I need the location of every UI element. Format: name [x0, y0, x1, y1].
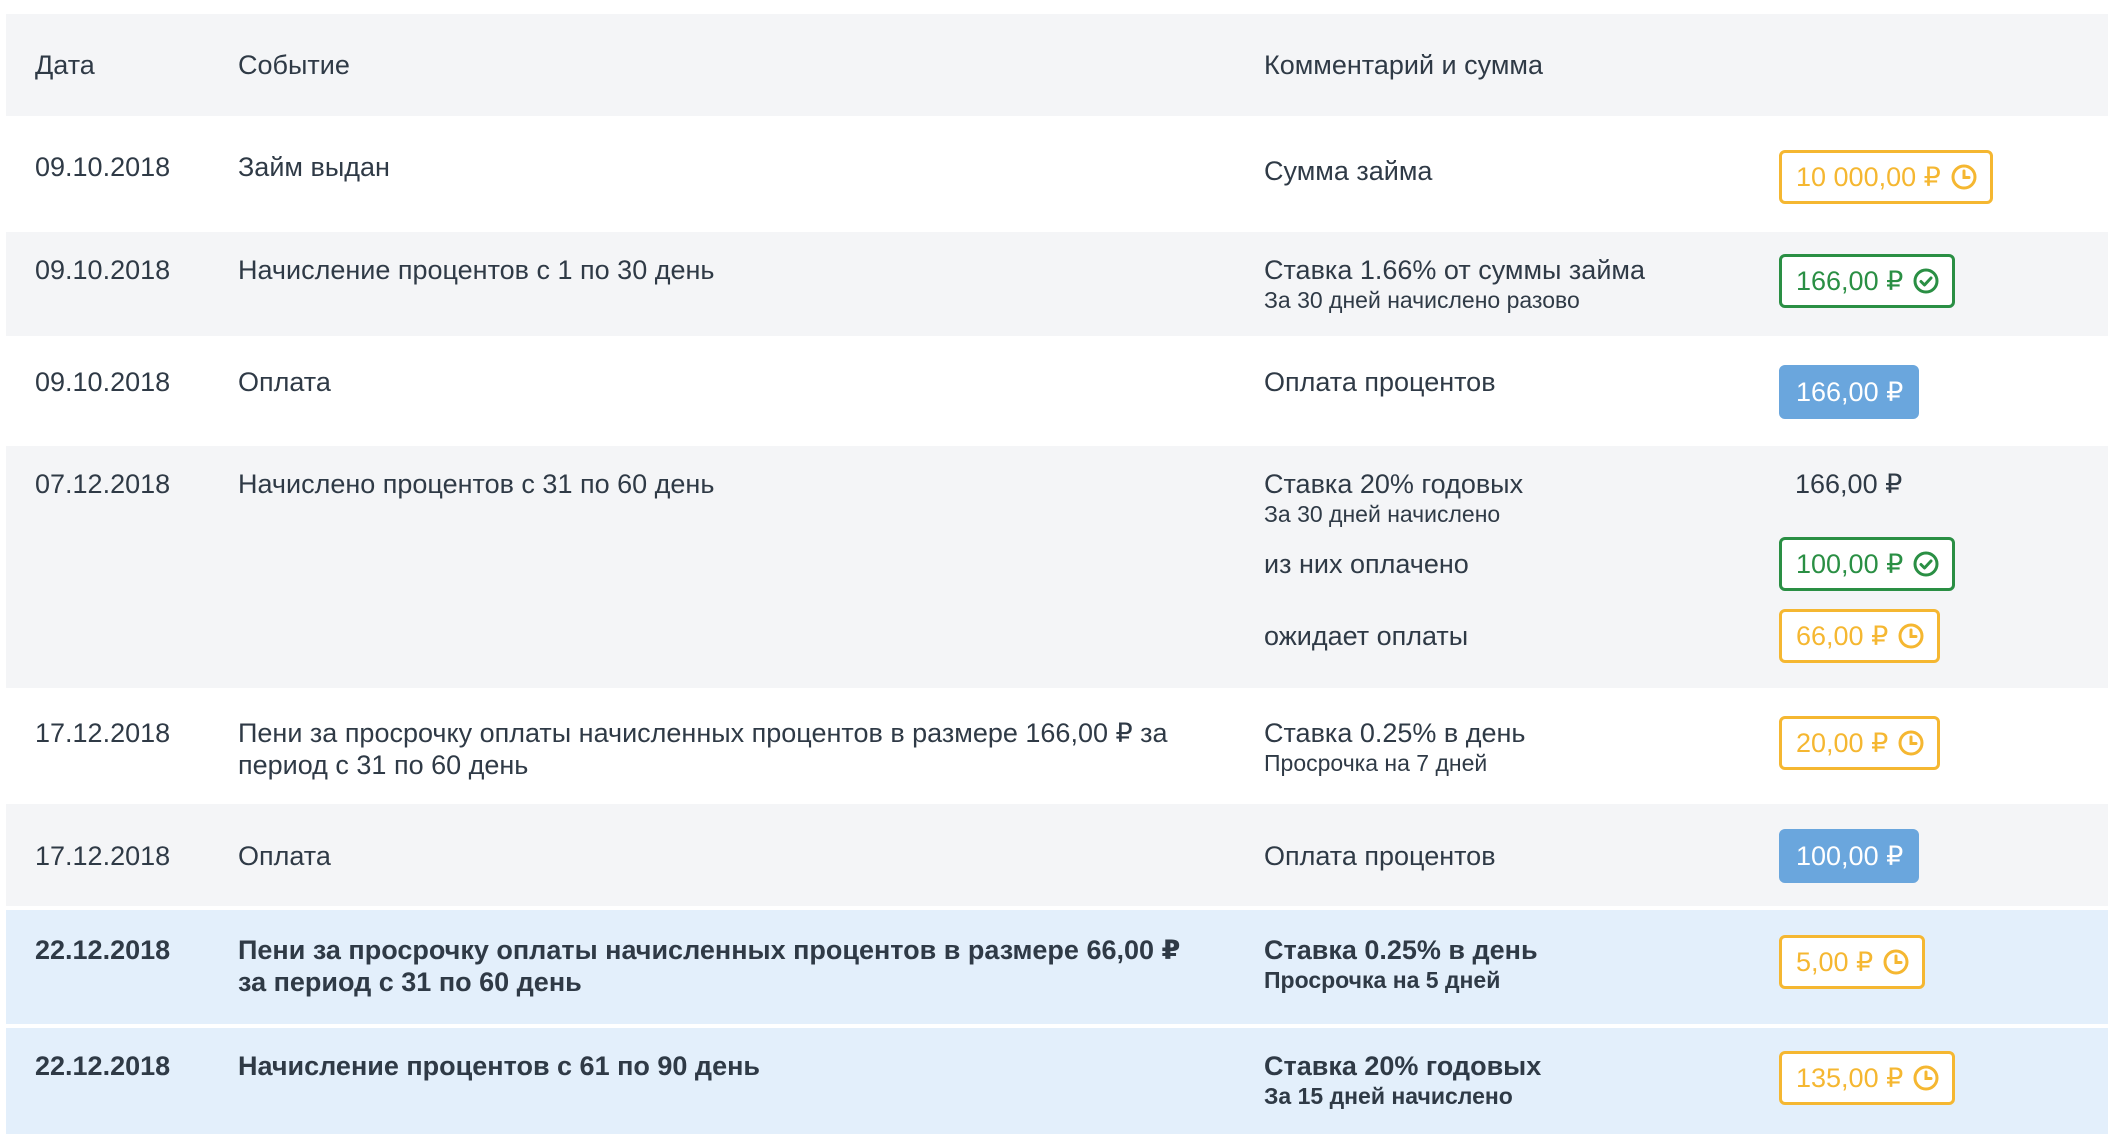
comment-main: Ставка 0.25% в день [1264, 718, 1526, 748]
row-date: 17.12.2018 [35, 718, 171, 748]
check-circle-icon [1913, 268, 1939, 294]
row-event: Начислено процентов с 31 по 60 день [238, 469, 715, 499]
amount-badge-payment: 166,00 ₽ [1779, 365, 1920, 419]
amount-value: 20,00 ₽ [1796, 728, 1889, 758]
comment-sub: Просрочка на 7 дней [1264, 750, 1488, 776]
amount-badge-pending: 66,00 ₽ [1779, 609, 1941, 663]
comment-main: Ставка 1.66% от суммы займа [1264, 255, 1645, 285]
row-date: 07.12.2018 [35, 469, 171, 499]
row-event: Оплата [238, 367, 331, 397]
table-header: Дата Событие Комментарий и сумма [6, 14, 2108, 116]
clock-icon [1913, 1065, 1939, 1091]
clock-icon [1951, 164, 1977, 190]
row-comment: Сумма займа [1264, 156, 1433, 186]
header-event: Событие [238, 50, 350, 80]
row-comment: Ставка 20% годовых За 30 дней начислено [1264, 468, 1744, 528]
header-date: Дата [35, 50, 95, 80]
amount-badge-pending: 135,00 ₽ [1779, 1051, 1956, 1105]
row-date: 22.12.2018 [35, 1051, 171, 1081]
table-row: 17.12.2018 Оплата Оплата процентов 100,0… [6, 804, 2108, 906]
table-row: 09.10.2018 Займ выдан Сумма займа 10 000… [6, 116, 2108, 232]
amount-value: 10 000,00 ₽ [1796, 162, 1941, 192]
row-comment: Ставка 0.25% в день Просрочка на 7 дней [1264, 717, 1744, 777]
amount-badge-paid: 100,00 ₽ [1779, 537, 1956, 591]
row-event: Пени за просрочку оплаты начисленных про… [238, 935, 1181, 997]
table-row: 07.12.2018 Начислено процентов с 31 по 6… [6, 446, 2108, 688]
amount-value: 166,00 ₽ [1796, 377, 1904, 407]
pending-label: ожидает оплаты [1264, 621, 1469, 651]
paid-label: из них оплачено [1264, 549, 1469, 579]
comment-sub: За 30 дней начислено разово [1264, 287, 1580, 313]
amount-value: 166,00 ₽ [1796, 266, 1904, 296]
row-comment: Ставка 20% годовых За 15 дней начислено [1264, 1050, 1744, 1110]
table-row: 17.12.2018 Пени за просрочку оплаты начи… [6, 688, 2108, 804]
row-comment: Ставка 1.66% от суммы займа За 30 дней н… [1264, 254, 1744, 314]
row-event: Начисление процентов с 1 по 30 день [238, 255, 715, 285]
row-comment: Ставка 0.25% в день Просрочка на 5 дней [1264, 934, 1744, 994]
amount-value: 100,00 ₽ [1796, 841, 1904, 871]
row-date: 09.10.2018 [35, 152, 171, 182]
row-comment: Оплата процентов [1264, 367, 1496, 397]
table-row-highlighted: 22.12.2018 Начисление процентов с 61 по … [6, 1028, 2108, 1134]
amount-badge-pending: 20,00 ₽ [1779, 716, 1941, 770]
comment-main: Ставка 20% годовых [1264, 1051, 1542, 1081]
comment-main: Ставка 20% годовых [1264, 469, 1524, 499]
amount-badge-payment: 100,00 ₽ [1779, 829, 1920, 883]
clock-icon [1898, 730, 1924, 756]
header-comment: Комментарий и сумма [1264, 50, 1543, 80]
row-comment: Оплата процентов [1264, 841, 1496, 871]
loan-history-table: Дата Событие Комментарий и сумма 09.10.2… [6, 14, 2108, 1134]
row-event: Пени за просрочку оплаты начисленных про… [238, 718, 1168, 780]
clock-icon [1883, 949, 1909, 975]
row-date: 09.10.2018 [35, 367, 171, 397]
table-row-highlighted: 22.12.2018 Пени за просрочку оплаты начи… [6, 910, 2108, 1024]
row-event: Оплата [238, 841, 331, 871]
amount-value: 5,00 ₽ [1796, 947, 1874, 977]
clock-icon [1898, 623, 1924, 649]
row-date: 22.12.2018 [35, 935, 171, 965]
amount-accrued: 166,00 ₽ [1795, 469, 1903, 499]
check-circle-icon [1913, 551, 1939, 577]
amount-value: 66,00 ₽ [1796, 621, 1889, 651]
comment-sub: За 30 дней начислено [1264, 501, 1501, 527]
row-date: 17.12.2018 [35, 841, 171, 871]
comment-main: Ставка 0.25% в день [1264, 935, 1538, 965]
table-row: 09.10.2018 Начисление процентов с 1 по 3… [6, 232, 2108, 336]
comment-sub: Просрочка на 5 дней [1264, 967, 1501, 993]
table-row: 09.10.2018 Оплата Оплата процентов 166,0… [6, 336, 2108, 446]
amount-value: 135,00 ₽ [1796, 1063, 1904, 1093]
amount-value: 100,00 ₽ [1796, 549, 1904, 579]
row-event: Начисление процентов с 61 по 90 день [238, 1051, 760, 1081]
amount-badge-paid: 166,00 ₽ [1779, 254, 1956, 308]
comment-sub: За 15 дней начислено [1264, 1083, 1513, 1109]
amount-badge-pending: 10 000,00 ₽ [1779, 150, 1993, 204]
row-event: Займ выдан [238, 152, 390, 182]
amount-badge-pending: 5,00 ₽ [1779, 935, 1926, 989]
row-date: 09.10.2018 [35, 255, 171, 285]
